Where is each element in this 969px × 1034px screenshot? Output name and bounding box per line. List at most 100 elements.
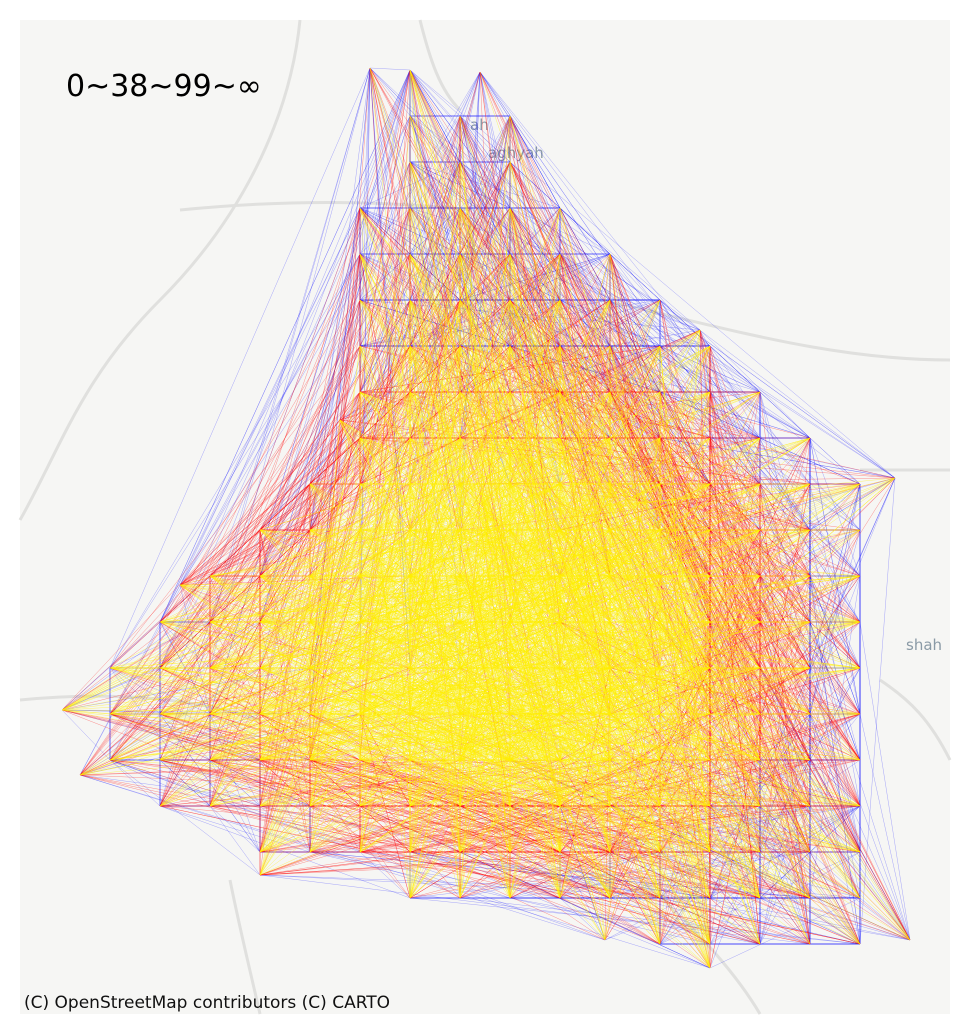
network-edge [809,575,861,715]
network-edge [409,345,461,853]
network-edge [309,207,361,531]
network-edge [459,71,481,577]
network-edge [609,299,661,439]
network-edge [479,71,511,255]
network-edge [259,874,711,899]
network-edge [79,437,561,776]
network-edge [409,161,561,209]
network-edge [209,805,861,945]
network-edge [109,713,606,941]
basemap-label-3: shah [906,636,942,654]
network-edge [109,713,161,761]
network-edge [559,207,711,347]
network-edge [79,529,361,776]
network-edge [659,621,911,941]
network-edge [179,529,311,586]
network-edge [259,161,411,577]
network-edge [479,71,811,669]
network-edge [61,391,561,711]
network-edge [309,477,896,853]
network-edge [109,67,371,669]
network-edge [859,713,911,941]
network-edge [61,391,361,711]
network-edge [109,207,461,715]
network-edge [309,437,561,577]
network-edge [459,161,896,479]
network-edge [109,437,361,669]
network-edge [359,529,611,761]
network-edge [559,897,661,945]
basemap-label-1: ah [470,116,489,134]
network-edge [699,329,811,439]
network-edge [759,897,911,941]
network-edge [409,71,481,347]
network-edge [159,69,411,715]
network-edge [309,253,361,577]
network-edge [159,253,411,623]
network-edge [259,115,411,623]
network-edge [259,667,811,807]
network-edge [79,774,311,807]
network-edge [359,851,411,899]
network-edge [159,805,311,853]
network-edge [339,207,411,421]
network-edge [309,71,481,531]
network-edge [809,713,861,853]
network-edge [309,437,361,485]
network-edge [409,161,896,479]
map-attribution: (C) OpenStreetMap contributors (C) CARTO [24,993,390,1013]
network-edge [309,67,371,531]
network-edge [359,437,511,853]
network-edge [459,161,896,479]
network-edge [61,709,711,853]
network-edge [809,575,861,715]
network-edge [79,483,311,776]
network-edge [809,713,861,945]
network-edge [459,299,611,899]
network-edge [459,329,701,669]
network-edge [604,437,761,941]
network-edge [559,345,811,853]
network-edge [559,253,611,761]
network-edge [259,575,811,807]
network-edge [79,774,711,969]
network-edge [699,329,761,853]
network-edge [659,345,711,945]
network-edge [159,391,361,623]
network-edge [209,115,461,761]
network-edge [179,584,611,853]
network-edge [609,299,661,439]
network-edge [339,419,811,715]
network-edge [61,575,811,711]
network-edge [339,299,561,421]
network-edge [259,161,511,876]
network-edge [859,897,911,941]
network-edge [759,667,911,941]
network-edge [109,207,411,715]
network-edge [709,477,896,531]
network-edge [509,161,761,393]
network-edge [159,621,211,669]
network-edge [159,253,361,669]
network-edge [259,115,411,623]
network-edge [209,69,411,715]
network-edge [859,477,896,945]
network-edge [159,69,411,623]
network-edge [859,621,911,941]
network-edge [509,897,761,945]
network-edge [359,207,701,331]
network-edge [559,897,606,941]
network-edge [61,437,411,711]
network-edge [259,69,411,715]
network-edge [809,759,861,899]
basemap-label-2: aghyah [488,144,544,162]
network-edge [259,69,411,577]
network-edge [209,253,361,623]
network-edge [79,759,561,776]
network-edge [604,329,701,941]
network-edge [209,621,461,669]
network-edge [699,329,711,393]
network-edge [179,71,481,586]
network-edge [61,709,261,761]
